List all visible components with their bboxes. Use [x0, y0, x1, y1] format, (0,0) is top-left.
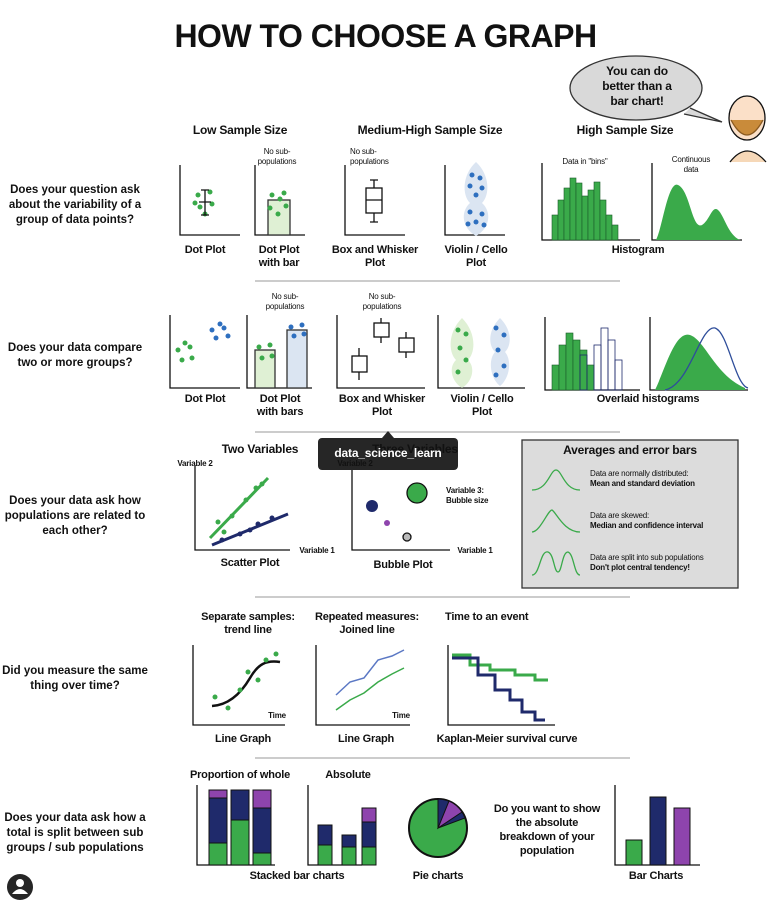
box-advice: Mean and standard deviation — [590, 479, 695, 488]
chart-label: Dot Plot with bar — [258, 244, 300, 269]
speech-bubble: You can do better than a bar chart! — [602, 64, 672, 108]
section-header: Two Variables — [221, 442, 299, 456]
section-header: Three Variables — [372, 442, 458, 456]
box-title: Averages and error bars — [563, 443, 697, 457]
chart-label: Dot Plot — [184, 244, 226, 256]
question: Does your question ask about the variabi… — [8, 184, 142, 226]
axis-label: Variable 1 — [299, 546, 335, 555]
note: No sub-populations — [265, 292, 305, 311]
question: Does your data ask how a total is split … — [4, 812, 146, 854]
chart-label: Pie charts — [412, 870, 464, 882]
chart-label: Bar Charts — [628, 870, 684, 882]
column-header: Low Sample Size — [192, 123, 288, 137]
box-advice: Median and confidence interval — [590, 521, 704, 530]
section-header: Absolute — [325, 769, 371, 781]
chart-label: Violin / Cello Plot — [444, 244, 508, 269]
prompt: Do you want to show the absolute breakdo… — [493, 803, 601, 857]
question: Did you measure the same thing over time… — [2, 665, 148, 692]
chart-label: Box and Whisker Plot — [331, 244, 419, 269]
chart-label: Line Graph — [337, 733, 395, 745]
axis-label: Time — [392, 711, 410, 720]
chart-label: Dot Plot with bars — [256, 393, 304, 418]
chart-label: Stacked bar charts — [249, 870, 345, 882]
section-header: Proportion of whole — [189, 769, 291, 781]
chart-label: Box and Whisker Plot — [338, 393, 426, 418]
note: Data in "bins" — [562, 157, 608, 166]
note: No sub-populations — [350, 147, 389, 166]
box-item: Data are skewed: — [590, 511, 650, 520]
chart-label: Dot Plot — [184, 393, 226, 405]
axis-label: Time — [268, 711, 286, 720]
chart-label: Line Graph — [214, 733, 272, 745]
box-item: Data are split into sub populations — [590, 553, 704, 562]
chart-label: Kaplan-Meier survival curve — [436, 733, 578, 745]
chart-label: Bubble Plot — [373, 559, 433, 571]
title: HOW TO CHOOSE A GRAPH — [174, 18, 597, 54]
note: No sub-populations — [257, 147, 297, 166]
note: Continuous data — [671, 155, 711, 174]
chart-label: Scatter Plot — [220, 557, 280, 569]
chart-label: Histogram — [611, 244, 665, 256]
section-header: Repeated measures: Joined line — [314, 611, 419, 636]
section-header: Time to an event — [445, 611, 529, 623]
box-item: Data are normally distributed: — [590, 469, 689, 478]
chart-label: Overlaid histograms — [596, 393, 700, 405]
axis-label: Variable 1 — [457, 546, 493, 555]
axis-label: Variable 2 — [337, 459, 373, 468]
tooltip[interactable]: data_science_learn — [334, 446, 442, 460]
question: Does your data ask how populations are r… — [4, 495, 146, 537]
note: No sub-populations — [362, 292, 402, 311]
section-header: Separate samples: trend line — [201, 611, 295, 636]
axis-label: Variable 2 — [177, 459, 213, 468]
chart-label: Violin / Cello Plot — [450, 393, 514, 418]
axis-label: Variable 3: Bubble size — [446, 486, 489, 505]
box-advice: Don't plot central tendency! — [590, 563, 690, 572]
question: Does your data compare two or more group… — [7, 342, 143, 369]
column-header: High Sample Size — [576, 123, 674, 137]
column-header: Medium-High Sample Size — [357, 123, 503, 137]
